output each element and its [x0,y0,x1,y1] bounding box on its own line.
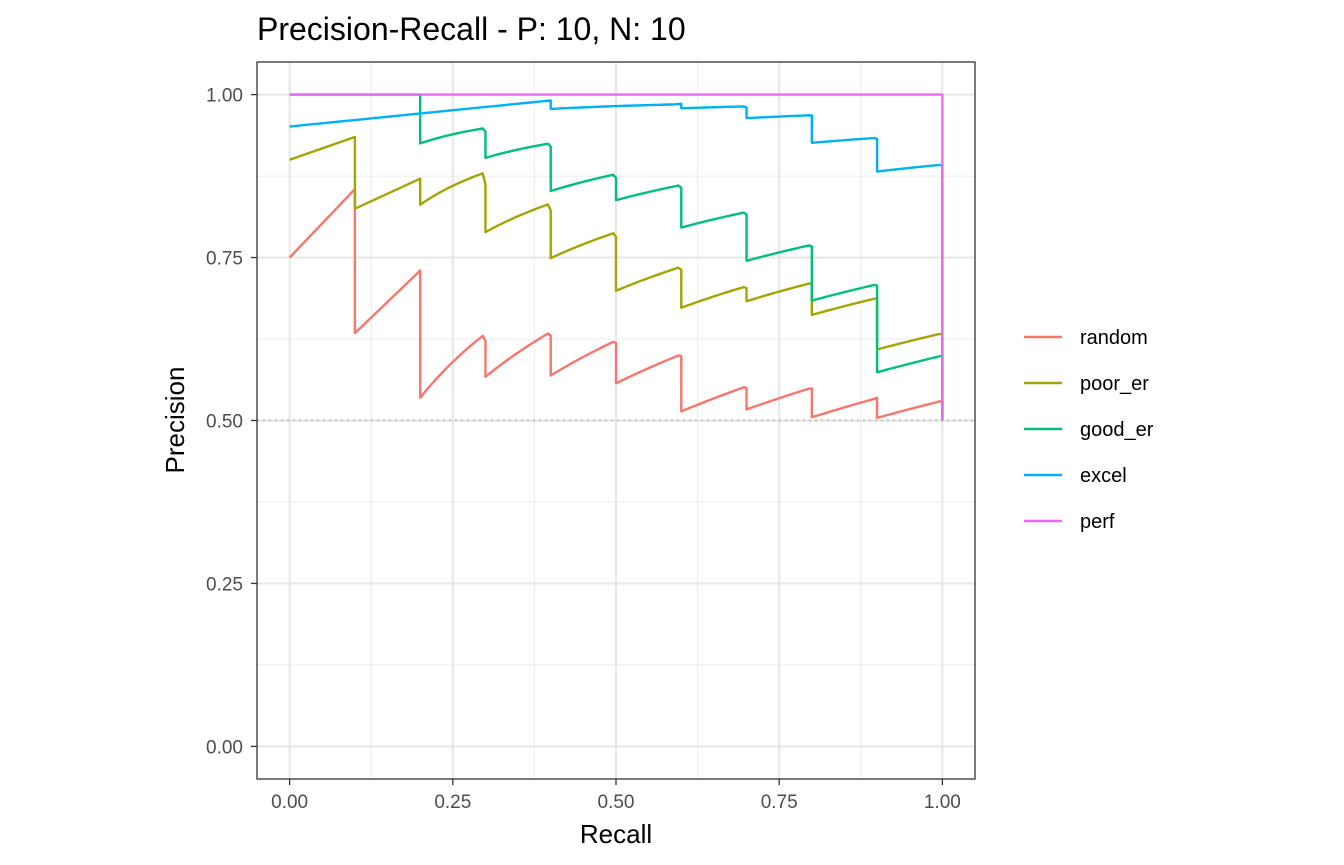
y-tick-label: 0.50 [206,412,243,433]
x-axis-title: Recall [580,819,652,849]
series-line-poor-er [289,135,944,421]
series-line-perf [289,93,944,421]
y-axis: 0.00 0.25 0.50 0.75 1.00 [206,86,257,758]
x-tick-label: 0.25 [434,792,471,813]
legend-label-random: random [1080,327,1148,349]
series-layer [288,93,944,421]
y-tick-label: 0.25 [206,574,243,595]
x-tick-label: 0.75 [761,792,798,813]
legend-label-excel: excel [1080,465,1127,487]
legend-label-perf: perf [1080,511,1115,533]
y-tick-label: 0.00 [206,737,243,758]
series-line-random [288,187,944,421]
series-line-excel [289,99,944,421]
x-tick-label: 0.50 [598,792,635,813]
x-tick-label: 1.00 [924,792,961,813]
legend-label-poor-er: poor_er [1080,373,1149,395]
x-tick-label: 0.00 [271,792,308,813]
series-line-good-er [289,93,944,421]
legend-label-good-er: good_er [1080,419,1154,441]
chart-title: Precision-Recall - P: 10, N: 10 [257,11,686,47]
y-tick-label: 0.75 [206,249,243,270]
y-tick-label: 1.00 [206,86,243,107]
x-axis: 0.00 0.25 0.50 0.75 1.00 [271,779,961,813]
y-axis-title: Precision [160,367,190,474]
